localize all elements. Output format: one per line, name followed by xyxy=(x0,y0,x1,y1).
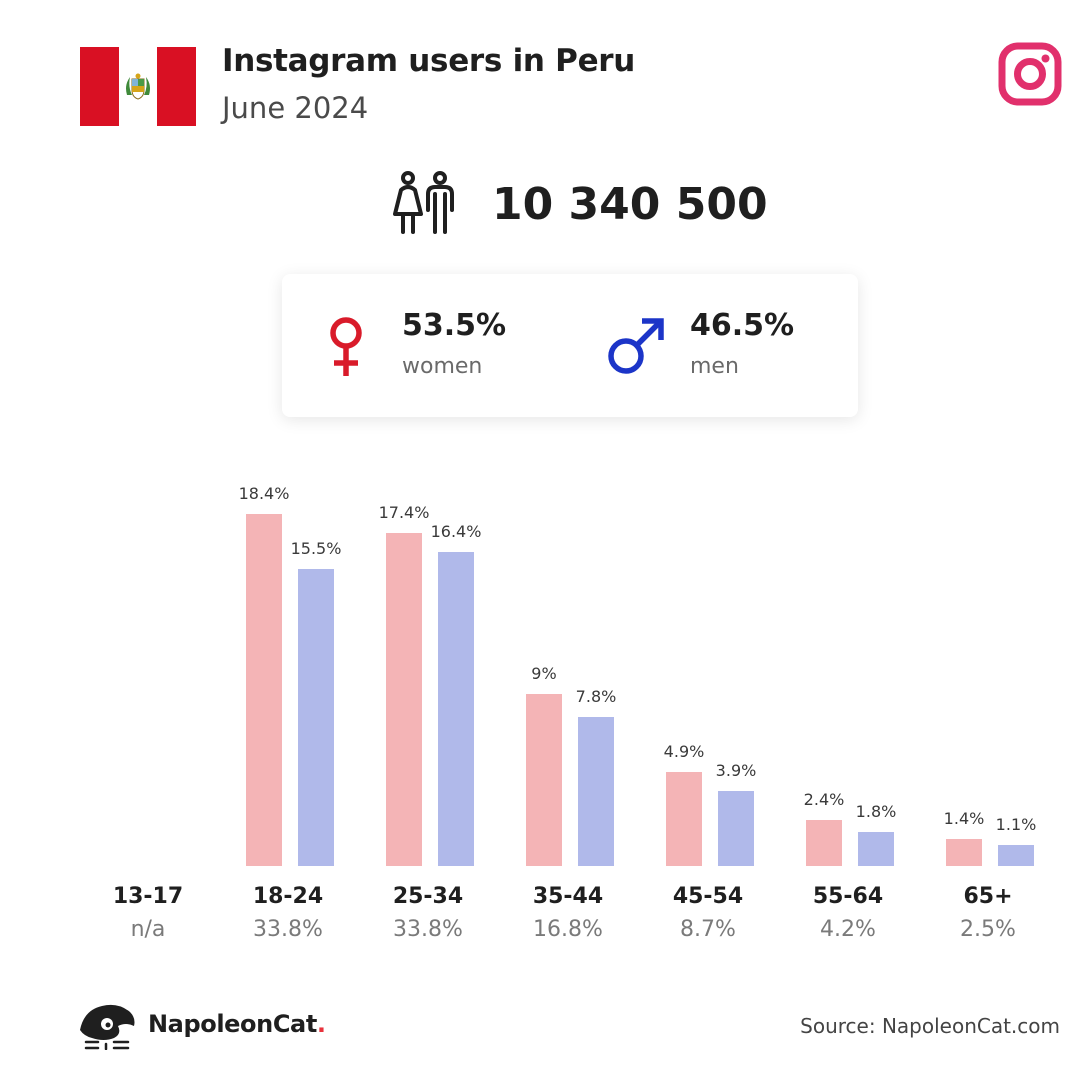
data-label-women: 9% xyxy=(531,663,557,683)
data-label-men: 1.8% xyxy=(855,801,897,821)
bar-men xyxy=(998,844,1034,866)
data-label-men: 16.4% xyxy=(430,522,482,542)
data-label-men: 7.8% xyxy=(575,686,617,706)
age-group-label: 18-24 xyxy=(252,884,324,909)
chart-title: Instagram users in Peru xyxy=(222,43,636,79)
data-label-men: 1.1% xyxy=(995,814,1037,834)
bar-men xyxy=(298,569,334,866)
data-label-women: 18.4% xyxy=(238,484,290,503)
men-label: men xyxy=(690,354,739,379)
people-icon xyxy=(393,171,454,234)
brand-name: NapoleonCat. xyxy=(148,1010,326,1038)
bar-women xyxy=(526,693,562,866)
male-symbol-icon xyxy=(608,318,664,374)
gender-card: 53.5% women 46.5% men xyxy=(282,274,858,417)
bar-women xyxy=(806,820,842,866)
bar-women xyxy=(246,514,282,866)
napoleoncat-icon xyxy=(80,1004,135,1050)
age-group-label: 55-64 xyxy=(812,884,884,909)
age-group-label: 25-34 xyxy=(392,884,464,909)
bar-men xyxy=(858,831,894,866)
bar-men xyxy=(718,791,754,866)
bar-women xyxy=(666,772,702,866)
total-users: 10 340 500 xyxy=(388,170,768,238)
brand-name-text: NapoleonCat xyxy=(148,1010,317,1038)
age-group-total: 16.8% xyxy=(533,917,603,942)
data-label-men: 3.9% xyxy=(715,761,757,781)
women-label: women xyxy=(402,354,483,379)
age-group-total: 4.2% xyxy=(820,917,876,942)
data-label-women: 17.4% xyxy=(378,503,430,523)
data-label-women: 2.4% xyxy=(803,790,845,810)
data-label-women: 1.4% xyxy=(943,809,985,829)
coat-of-arms-icon xyxy=(126,73,150,100)
men-percentage: 46.5% xyxy=(690,308,795,343)
age-group-total: 8.7% xyxy=(680,917,736,942)
female-symbol-icon xyxy=(330,317,362,376)
women-percentage: 53.5% xyxy=(402,308,507,343)
instagram-icon xyxy=(998,42,1062,106)
bar-women xyxy=(946,839,982,866)
bar-men xyxy=(438,552,474,866)
chart-subtitle: June 2024 xyxy=(222,91,369,125)
bar-men xyxy=(578,716,614,866)
age-group-total: n/a xyxy=(130,917,166,942)
source-text: Source: NapoleonCat.com xyxy=(800,1014,1060,1038)
peru-flag-icon xyxy=(80,47,197,126)
age-group-total: 2.5% xyxy=(960,917,1016,942)
age-group-total: 33.8% xyxy=(393,917,463,942)
data-label-women: 4.9% xyxy=(663,742,705,762)
age-group-label: 65+ xyxy=(963,884,1013,909)
brand-dot: . xyxy=(316,1010,326,1038)
age-gender-bar-chart: 18.4% 15.5% 17.4% 16.4% 9% 7.8% 4.9% 3.9% 2.4% 1.… xyxy=(0,460,1080,880)
age-group-total: 33.8% xyxy=(253,917,323,942)
data-label-men: 15.5% xyxy=(290,539,342,559)
age-group-label: 13-17 xyxy=(112,884,184,909)
total-users-value: 10 340 500 xyxy=(492,178,768,230)
age-group-label: 35-44 xyxy=(532,884,604,909)
flag-band-right xyxy=(157,47,197,126)
age-group-label: 45-54 xyxy=(672,884,744,909)
flag-band-left xyxy=(80,47,119,126)
bar-women xyxy=(386,533,422,866)
